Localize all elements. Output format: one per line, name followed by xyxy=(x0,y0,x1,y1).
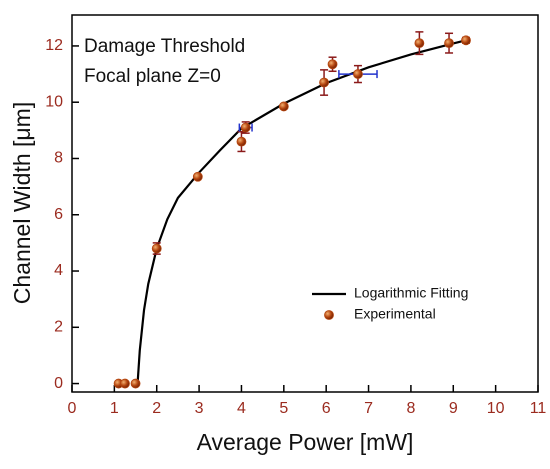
x-tick-label: 10 xyxy=(487,400,505,417)
x-tick-label: 1 xyxy=(110,400,119,417)
y-tick-label: 0 xyxy=(54,375,63,392)
legend-label: Logarithmic Fitting xyxy=(354,285,468,301)
legend-label: Experimental xyxy=(354,306,436,322)
data-point xyxy=(461,35,471,46)
x-axis-title: Average Power [mW] xyxy=(197,429,414,455)
data-point xyxy=(278,101,289,112)
fit-line xyxy=(136,39,467,383)
data-point xyxy=(414,38,425,49)
data-point xyxy=(319,77,329,88)
data-point xyxy=(120,378,130,389)
x-tick-label: 5 xyxy=(279,400,288,417)
data-point xyxy=(353,69,363,79)
y-tick-label: 6 xyxy=(54,206,63,223)
y-tick-label: 4 xyxy=(54,262,63,279)
annotation: Damage Threshold xyxy=(84,36,245,57)
data-point xyxy=(192,171,203,182)
x-tick-label: 4 xyxy=(237,400,246,417)
x-tick-label: 6 xyxy=(322,400,331,417)
x-tick-label: 7 xyxy=(364,400,373,417)
annotation: Focal plane Z=0 xyxy=(84,66,221,87)
x-tick-label: 8 xyxy=(406,400,415,417)
data-point xyxy=(151,243,162,254)
plot-frame xyxy=(71,14,539,393)
x-tick-label: 3 xyxy=(195,400,204,417)
x-tick-label: 0 xyxy=(68,400,77,417)
y-tick-label: 8 xyxy=(54,150,63,167)
data-point xyxy=(327,59,338,70)
y-tick-label: 12 xyxy=(45,37,63,54)
data-point xyxy=(240,122,251,133)
data-point xyxy=(236,136,247,147)
x-tick-label: 9 xyxy=(449,400,458,417)
y-axis-title: Channel Width [μm] xyxy=(9,102,35,304)
legend-marker xyxy=(324,310,334,320)
data-point xyxy=(444,38,454,49)
y-tick-label: 2 xyxy=(54,319,63,336)
x-tick-label: 11 xyxy=(530,400,547,417)
y-tick-label: 10 xyxy=(45,93,63,110)
data-point xyxy=(130,378,141,389)
x-tick-label: 2 xyxy=(152,400,161,417)
